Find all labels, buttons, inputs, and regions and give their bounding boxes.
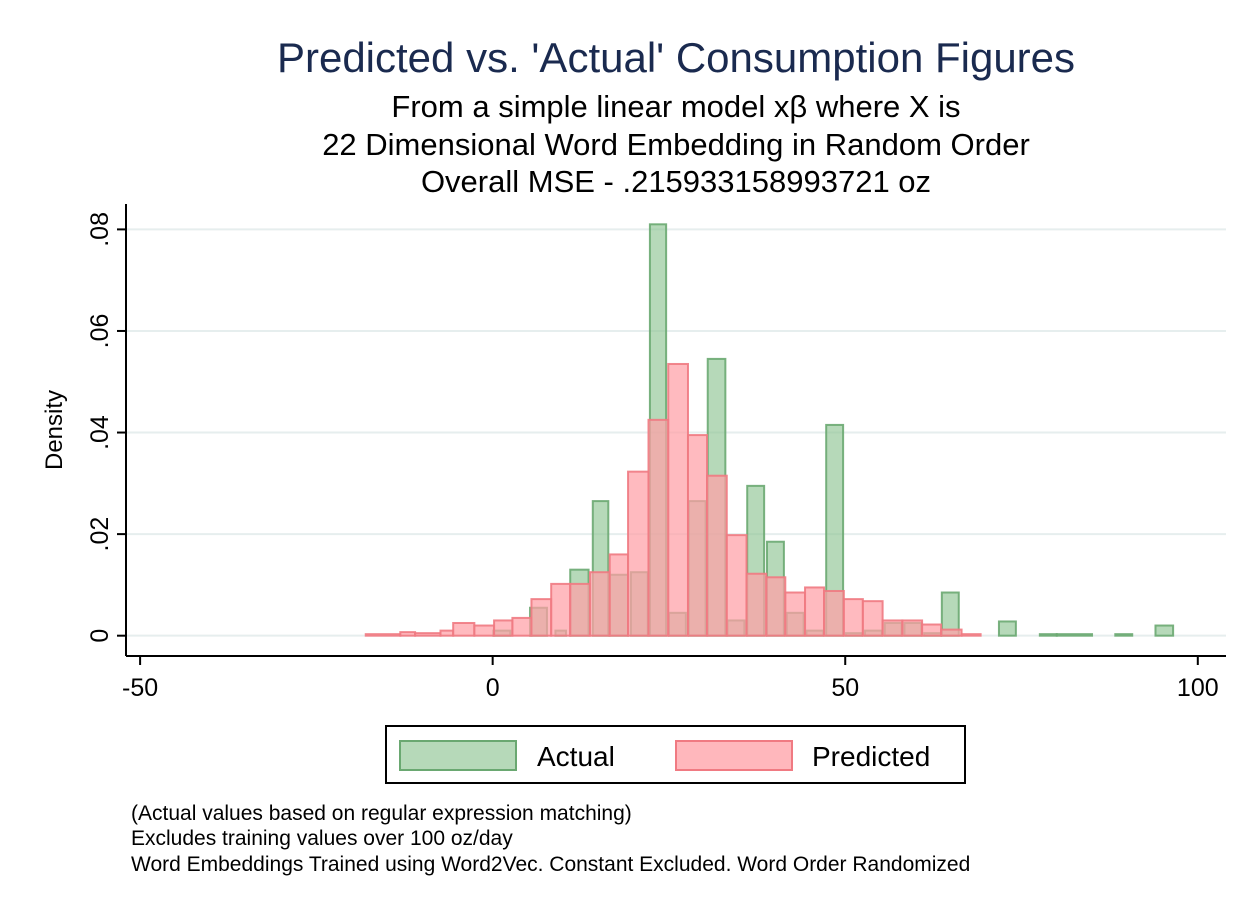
predicted-bar-26 — [881, 619, 904, 637]
y-tick-label-2: .04 — [86, 415, 114, 450]
axes — [125, 204, 1226, 657]
predicted-bar-12 — [608, 553, 630, 637]
actual-bar-26 — [1114, 633, 1134, 637]
axis-ticks: -50 0 50 100 0 .02 .04 .06 .08 — [86, 212, 1219, 702]
predicted-bar-18 — [725, 534, 748, 637]
predicted-bar-7 — [511, 616, 533, 637]
legend: Actual Predicted — [385, 725, 966, 784]
predicted-bar-16 — [686, 434, 709, 637]
y-tick-label-0: 0 — [86, 629, 114, 643]
chart-title: Predicted vs. 'Actual' Consumption Figur… — [277, 34, 1075, 81]
histogram-bars — [364, 223, 1175, 637]
predicted-bar-6 — [493, 619, 514, 637]
predicted-bar-11 — [588, 571, 611, 637]
series-predicted — [364, 362, 982, 637]
predicted-bar-17 — [706, 474, 728, 637]
chart-subtitle-line-3: Overall MSE - .215933158993721 oz — [421, 164, 931, 199]
x-tick-label-2: 50 — [831, 674, 859, 702]
actual-bar-27 — [1154, 624, 1175, 637]
predicted-bar-1 — [399, 631, 417, 637]
predicted-bar-20 — [765, 576, 787, 637]
actual-bar-25 — [1055, 633, 1094, 637]
predicted-bar-24 — [842, 598, 864, 637]
y-tick-label-4: .08 — [86, 212, 114, 247]
predicted-bar-8 — [530, 598, 553, 637]
predicted-bar-19 — [745, 572, 768, 637]
y-tick-label-1: .02 — [86, 517, 114, 552]
legend-label-predicted: Predicted — [812, 741, 930, 772]
predicted-bar-25 — [861, 600, 884, 637]
x-tick-label-3: 100 — [1177, 674, 1219, 702]
chart-note-1: (Actual values based on regular expressi… — [131, 802, 632, 825]
chart-subtitle-line-1: From a simple linear model xβ where X is — [391, 89, 960, 124]
x-tick-label-0: -50 — [122, 674, 158, 702]
predicted-bar-22 — [804, 586, 826, 637]
predicted-bar-30 — [960, 633, 982, 637]
predicted-bar-15 — [667, 362, 689, 637]
legend-swatch-actual — [399, 740, 517, 771]
legend-label-actual: Actual — [537, 741, 615, 772]
actual-bar-24 — [1038, 633, 1058, 637]
y-tick-label-3: .06 — [86, 314, 114, 349]
legend-swatch-predicted — [675, 740, 793, 771]
predicted-bar-29 — [940, 628, 963, 637]
predicted-bar-14 — [647, 418, 670, 637]
predicted-bar-28 — [921, 623, 943, 637]
predicted-bar-9 — [550, 582, 572, 637]
actual-bar-23 — [997, 620, 1017, 637]
predicted-bar-13 — [627, 470, 650, 637]
chart-note-3: Word Embeddings Trained using Word2Vec. … — [131, 853, 970, 876]
predicted-bar-0 — [364, 633, 402, 637]
predicted-bar-27 — [901, 619, 924, 637]
predicted-bar-4 — [452, 621, 476, 637]
predicted-bar-23 — [823, 589, 845, 637]
predicted-bar-21 — [784, 591, 807, 637]
x-tick-label-1: 0 — [486, 674, 500, 702]
predicted-bar-5 — [473, 624, 496, 637]
chart-subtitle-line-2: 22 Dimensional Word Embedding in Random … — [322, 127, 1030, 162]
predicted-bar-3 — [439, 629, 455, 637]
y-axis-label: Density — [41, 390, 68, 470]
predicted-bar-2 — [414, 632, 442, 637]
predicted-bar-10 — [569, 582, 591, 637]
chart-note-2: Excludes training values over 100 oz/day — [131, 827, 513, 850]
